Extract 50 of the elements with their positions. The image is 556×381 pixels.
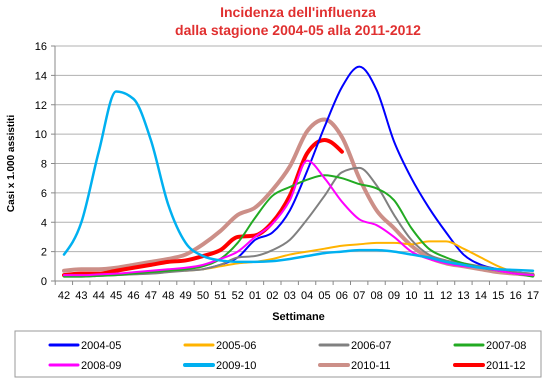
legend-label: 2007-08 [486, 340, 526, 352]
x-tick-label: 12 [440, 290, 452, 302]
x-tick-label: 01 [248, 290, 262, 302]
legend-label: 2008-09 [81, 360, 122, 372]
x-tick-label: 06 [336, 290, 348, 302]
y-tick-label: 16 [34, 41, 47, 53]
x-tick-label: 02 [266, 290, 279, 302]
x-tick-label: 17 [526, 290, 540, 302]
chart-subtitle: dalla stagione 2004-05 alla 2011-2012 [175, 22, 422, 38]
y-tick-label: 0 [40, 276, 47, 288]
y-tick-label: 4 [40, 217, 47, 230]
x-tick-label: 14 [474, 290, 488, 302]
x-tick-label: 11 [423, 290, 434, 302]
x-tick-label: 13 [457, 290, 470, 302]
y-tick-label: 10 [34, 129, 47, 142]
legend-label: 2010-11 [351, 360, 391, 372]
y-tick-label: 6 [40, 188, 47, 200]
x-tick-label: 48 [162, 290, 174, 302]
legend-label: 2011-12 [486, 360, 526, 372]
y-tick-label: 12 [34, 100, 47, 112]
legend-label: 2004-05 [81, 340, 122, 352]
legend-label: 2006-07 [351, 340, 392, 352]
y-axis-title: Casi x 1.000 assistiti [6, 114, 17, 212]
chart-title: Incidenza dell'influenza [220, 4, 376, 20]
x-tick-label: 04 [301, 290, 314, 302]
x-tick-label: 15 [492, 290, 504, 302]
x-tick-label: 47 [144, 290, 157, 302]
line-series [62, 90, 534, 272]
x-tick-label: 16 [510, 290, 522, 302]
x-tick-label: 07 [353, 290, 366, 302]
y-tick-label: 8 [40, 158, 47, 170]
x-tick-label: 10 [405, 290, 418, 302]
x-tick-label: 03 [284, 290, 296, 302]
x-tick-label: 52 [232, 290, 244, 302]
y-tick-label: 14 [34, 70, 47, 82]
x-tick-label: 50 [196, 290, 210, 302]
x-tick-label: 09 [388, 290, 400, 302]
y-tick-label: 2 [40, 246, 47, 259]
x-tick-label: 42 [58, 290, 70, 302]
x-tick-label: 45 [110, 290, 122, 302]
x-tick-label: 08 [370, 290, 383, 302]
x-axis-title: Settimane [272, 311, 325, 323]
x-tick-label: 46 [127, 290, 140, 302]
x-tick-label: 44 [92, 290, 105, 302]
x-tick-label: 49 [179, 290, 192, 302]
x-tick-label: 05 [318, 290, 331, 302]
x-tick-label: 43 [75, 290, 88, 302]
x-tick-label: 51 [214, 290, 226, 302]
legend-label: 2009-10 [216, 360, 256, 372]
legend-label: 2005-06 [216, 340, 256, 352]
